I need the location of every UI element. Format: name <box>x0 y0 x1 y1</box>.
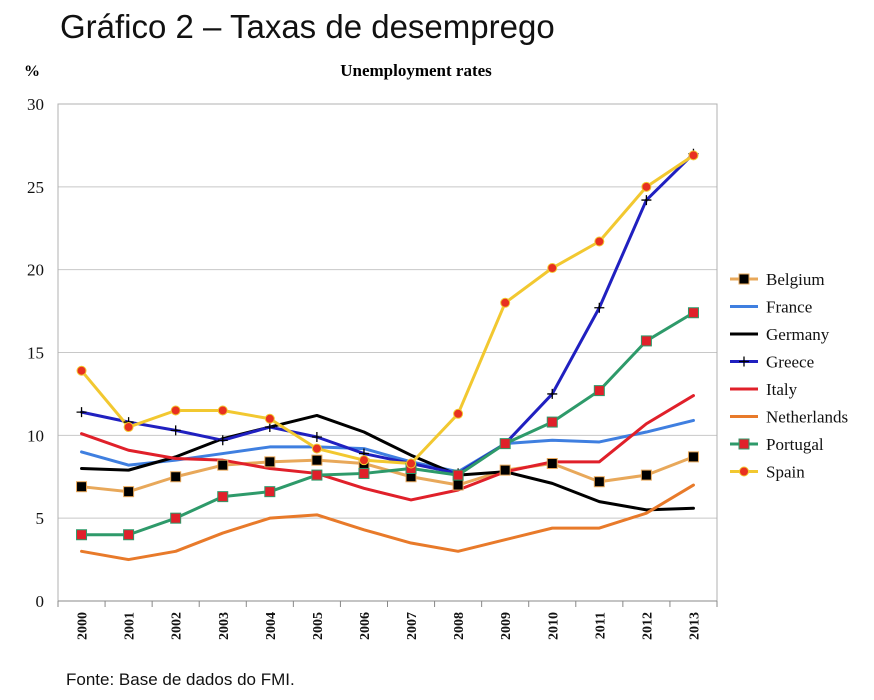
y-tick-label: 20 <box>27 261 44 280</box>
data-point-portugal <box>452 469 464 481</box>
x-tick-label: 2011 <box>593 612 608 639</box>
series-line-netherlands <box>80 483 695 562</box>
data-point-belgium <box>546 457 558 469</box>
data-point-spain <box>453 408 464 419</box>
series-line-spain <box>80 153 695 465</box>
y-tick-label: 30 <box>27 95 44 114</box>
data-point-portugal <box>264 486 276 498</box>
x-tick-label: 2001 <box>123 612 138 640</box>
x-tick-label: 2005 <box>311 612 326 640</box>
data-point-spain <box>76 365 87 376</box>
data-point-spain <box>594 236 605 247</box>
legend-label-belgium: Belgium <box>766 270 825 289</box>
x-tick-label: 2008 <box>452 612 467 640</box>
data-point-belgium <box>452 479 464 491</box>
data-point-spain <box>217 405 228 416</box>
data-point-spain <box>406 458 417 469</box>
y-tick-label: 5 <box>36 509 45 528</box>
data-point-greece <box>594 302 605 313</box>
data-point-greece <box>217 435 228 446</box>
data-point-belgium <box>217 459 229 471</box>
source-note: Fonte: Base de dados do FMI. <box>66 670 295 689</box>
data-point-portugal <box>123 529 135 541</box>
y-tick-label: 25 <box>27 178 44 197</box>
data-point-portugal <box>358 467 370 479</box>
data-point-spain <box>688 150 699 161</box>
x-tick-label: 2009 <box>499 612 514 640</box>
legend-label-spain: Spain <box>766 463 805 482</box>
data-point-belgium <box>311 454 323 466</box>
x-tick-label: 2007 <box>405 612 420 640</box>
data-point-greece <box>170 425 181 436</box>
data-point-portugal <box>76 529 88 541</box>
x-tick-label: 2002 <box>170 612 185 640</box>
data-point-portugal <box>311 469 323 481</box>
data-point-belgium <box>123 486 135 498</box>
data-point-belgium <box>170 471 182 483</box>
x-tick-label: 2000 <box>76 612 91 640</box>
data-point-spain <box>170 405 181 416</box>
y-axis-unit-label: % <box>24 63 40 80</box>
y-tick-label: 0 <box>36 592 45 611</box>
data-point-greece <box>547 388 558 399</box>
data-point-spain <box>500 297 511 308</box>
series-line-greece <box>80 152 695 475</box>
data-point-portugal <box>593 385 605 397</box>
data-point-portugal <box>546 416 558 428</box>
legend-label-italy: Italy <box>766 380 798 399</box>
data-point-greece <box>641 195 652 206</box>
legend-marker-portugal <box>738 438 750 450</box>
data-point-spain <box>311 443 322 454</box>
legend-marker-spain <box>739 466 749 477</box>
chart-title: Unemployment rates <box>340 61 492 80</box>
data-point-spain <box>641 181 652 192</box>
x-tick-label: 2013 <box>687 612 702 640</box>
series-line-france <box>80 418 695 474</box>
y-tick-label: 15 <box>27 344 44 363</box>
page-title: Gráfico 2 – Taxas de desemprego <box>60 8 555 45</box>
data-point-belgium <box>640 469 652 481</box>
y-tick-label: 10 <box>27 426 44 445</box>
data-point-belgium <box>593 476 605 488</box>
data-point-portugal <box>217 491 229 503</box>
data-point-portugal <box>640 335 652 347</box>
data-point-spain <box>264 413 275 424</box>
data-point-spain <box>358 455 369 466</box>
data-point-belgium <box>687 451 699 463</box>
x-tick-label: 2004 <box>264 612 279 640</box>
series-line-portugal <box>80 311 695 537</box>
data-point-greece <box>76 407 87 418</box>
data-point-spain <box>123 422 134 433</box>
legend-label-netherlands: Netherlands <box>766 408 848 427</box>
data-point-portugal <box>687 307 699 319</box>
data-point-belgium <box>264 456 276 468</box>
legend-marker-belgium <box>738 273 750 285</box>
data-point-belgium <box>76 481 88 493</box>
x-tick-label: 2006 <box>358 612 373 640</box>
data-point-spain <box>547 263 558 274</box>
legend-label-germany: Germany <box>766 325 830 344</box>
chart-legend: Belgium France Germany Greece Italy Netherlan… <box>730 270 848 482</box>
legend-label-portugal: Portugal <box>766 435 824 454</box>
x-tick-label: 2010 <box>546 612 561 640</box>
legend-marker-greece <box>739 356 749 367</box>
data-point-belgium <box>499 464 511 476</box>
data-point-greece <box>311 431 322 442</box>
data-point-portugal <box>499 438 511 450</box>
series-line-germany <box>80 413 695 512</box>
x-tick-label: 2012 <box>640 612 655 640</box>
legend-label-greece: Greece <box>766 353 814 372</box>
data-point-portugal <box>170 512 182 524</box>
legend-label-france: France <box>766 298 812 317</box>
series-line-italy <box>80 394 695 502</box>
x-tick-label: 2003 <box>217 612 232 640</box>
